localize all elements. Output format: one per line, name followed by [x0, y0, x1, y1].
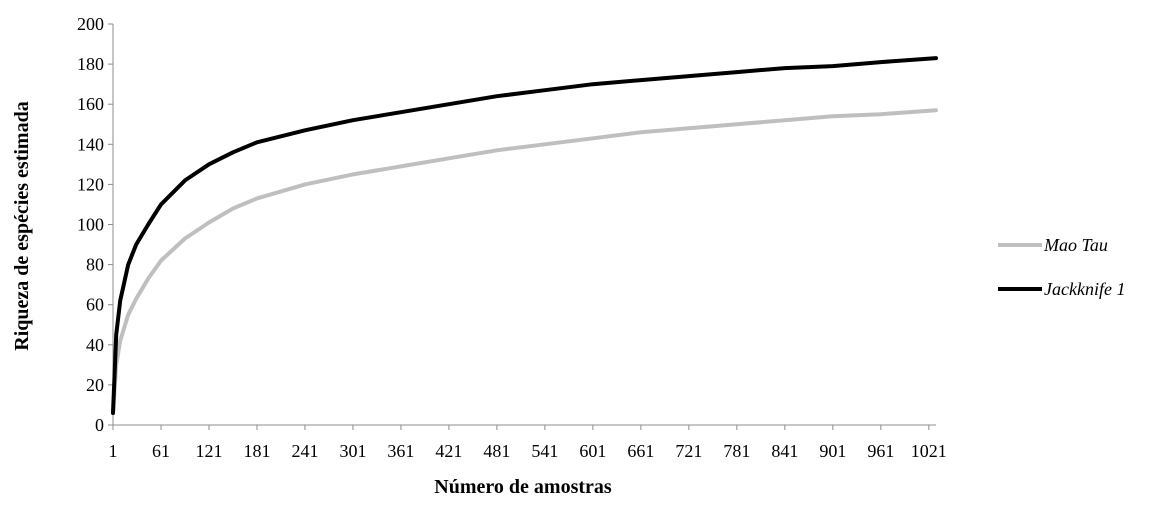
x-tick-label: 421 [435, 441, 462, 461]
series-group [111, 56, 938, 415]
x-tick-label: 541 [531, 441, 558, 461]
y-tick-label: 140 [77, 134, 104, 154]
x-tick-label: 661 [627, 441, 654, 461]
legend-label-jackknife-1: Jackknife 1 [1044, 279, 1125, 299]
x-tick-label: 721 [675, 441, 702, 461]
x-tick-label: 361 [387, 441, 414, 461]
x-tick-label: 781 [723, 441, 750, 461]
y-tick-label: 160 [77, 94, 104, 114]
x-tick-label: 841 [771, 441, 798, 461]
legend: Mao Tau Jackknife 1 [998, 235, 1125, 299]
y-tick-label: 180 [77, 54, 104, 74]
y-axis-title: Riqueza de espécies estimada [11, 101, 33, 350]
y-tick-label: 200 [77, 14, 104, 34]
series-line-mao-tau [111, 108, 938, 415]
x-tick-label: 61 [152, 441, 170, 461]
y-ticks: 0 20 40 60 80 100 120 140 160 180 200 [77, 14, 113, 435]
axes [112, 24, 936, 426]
y-tick-label: 40 [86, 335, 104, 355]
series-line-jackknife-1 [111, 56, 938, 415]
x-tick-label: 1021 [911, 441, 947, 461]
x-tick-label: 901 [819, 441, 846, 461]
x-tick-label: 121 [195, 441, 222, 461]
y-tick-label: 60 [86, 295, 104, 315]
x-tick-label: 301 [339, 441, 366, 461]
x-tick-label: 961 [867, 441, 894, 461]
y-tick-label: 80 [86, 255, 104, 275]
x-ticks: 1 61 121 181 241 301 361 421 481 541 601 661 721 781 8… [109, 425, 947, 461]
x-tick-label: 181 [243, 441, 270, 461]
legend-label-mao-tau: Mao Tau [1043, 235, 1108, 255]
y-tick-label: 100 [77, 215, 104, 235]
x-tick-label: 1 [109, 441, 118, 461]
x-tick-label: 241 [291, 441, 318, 461]
y-tick-label: 20 [86, 375, 104, 395]
x-tick-label: 601 [579, 441, 606, 461]
y-tick-label: 0 [95, 415, 104, 435]
x-tick-label: 481 [483, 441, 510, 461]
x-axis-title: Número de amostras [434, 476, 612, 498]
y-tick-label: 120 [77, 174, 104, 194]
